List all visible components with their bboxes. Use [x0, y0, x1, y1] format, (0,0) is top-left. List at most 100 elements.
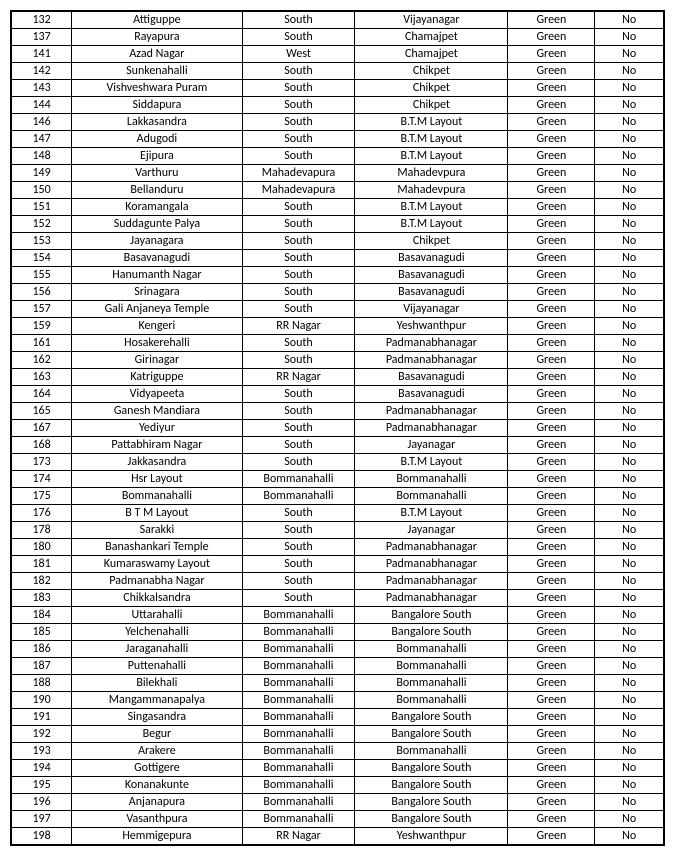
- cell: 165: [11, 403, 72, 420]
- table-row: 152Suddagunte PalyaSouthB.T.M LayoutGree…: [11, 216, 664, 233]
- cell: No: [595, 828, 664, 846]
- cell: No: [595, 114, 664, 131]
- cell: Green: [508, 437, 595, 454]
- cell: No: [595, 624, 664, 641]
- cell: Green: [508, 607, 595, 624]
- cell: Bommanahalli: [242, 760, 355, 777]
- cell: Begur: [72, 726, 242, 743]
- cell: No: [595, 692, 664, 709]
- cell: Green: [508, 267, 595, 284]
- table-row: 185YelchenahalliBommanahalliBangalore So…: [11, 624, 664, 641]
- cell: South: [242, 556, 355, 573]
- cell: 151: [11, 199, 72, 216]
- cell: South: [242, 590, 355, 607]
- cell: B.T.M Layout: [355, 199, 508, 216]
- cell: Green: [508, 131, 595, 148]
- cell: Green: [508, 29, 595, 46]
- cell: Green: [508, 97, 595, 114]
- cell: 186: [11, 641, 72, 658]
- cell: Basavanagudi: [355, 369, 508, 386]
- cell: Vijayanagar: [355, 11, 508, 29]
- table-row: 188BilekhaliBommanahalliBommanahalliGree…: [11, 675, 664, 692]
- cell: B.T.M Layout: [355, 114, 508, 131]
- cell: No: [595, 607, 664, 624]
- cell: No: [595, 11, 664, 29]
- table-row: 156SrinagaraSouthBasavanagudiGreenNo: [11, 284, 664, 301]
- cell: Green: [508, 641, 595, 658]
- cell: RR Nagar: [242, 318, 355, 335]
- table-row: 181Kumaraswamy LayoutSouthPadmanabhanaga…: [11, 556, 664, 573]
- cell: South: [242, 386, 355, 403]
- cell: Green: [508, 369, 595, 386]
- cell: Bommanahalli: [355, 488, 508, 505]
- table-body: 132AttiguppeSouthVijayanagarGreenNo137Ra…: [11, 11, 664, 845]
- cell: No: [595, 182, 664, 199]
- cell: Green: [508, 335, 595, 352]
- cell: 157: [11, 301, 72, 318]
- cell: RR Nagar: [242, 369, 355, 386]
- cell: 182: [11, 573, 72, 590]
- cell: Arakere: [72, 743, 242, 760]
- table-row: 195KonanakunteBommanahalliBangalore Sout…: [11, 777, 664, 794]
- cell: South: [242, 420, 355, 437]
- cell: Green: [508, 794, 595, 811]
- cell: Jayanagar: [355, 522, 508, 539]
- cell: 132: [11, 11, 72, 29]
- cell: Chikpet: [355, 97, 508, 114]
- cell: Girinagar: [72, 352, 242, 369]
- table-row: 182Padmanabha NagarSouthPadmanabhanagarG…: [11, 573, 664, 590]
- cell: 152: [11, 216, 72, 233]
- cell: South: [242, 131, 355, 148]
- cell: No: [595, 284, 664, 301]
- cell: Green: [508, 658, 595, 675]
- cell: Bommanahalli: [242, 692, 355, 709]
- table-row: 143Vishveshwara PuramSouthChikpetGreenNo: [11, 80, 664, 97]
- cell: No: [595, 556, 664, 573]
- cell: Bommanahalli: [242, 624, 355, 641]
- cell: 184: [11, 607, 72, 624]
- cell: 143: [11, 80, 72, 97]
- cell: South: [242, 454, 355, 471]
- cell: Hemmigepura: [72, 828, 242, 846]
- cell: Kengeri: [72, 318, 242, 335]
- cell: No: [595, 335, 664, 352]
- table-row: 168Pattabhiram NagarSouthJayanagarGreenN…: [11, 437, 664, 454]
- cell: 185: [11, 624, 72, 641]
- table-row: 184UttarahalliBommanahalliBangalore Sout…: [11, 607, 664, 624]
- cell: South: [242, 148, 355, 165]
- cell: Yelchenahalli: [72, 624, 242, 641]
- table-row: 159KengeriRR NagarYeshwanthpurGreenNo: [11, 318, 664, 335]
- cell: No: [595, 267, 664, 284]
- cell: 155: [11, 267, 72, 284]
- cell: 150: [11, 182, 72, 199]
- cell: 142: [11, 63, 72, 80]
- cell: Vasanthpura: [72, 811, 242, 828]
- cell: Green: [508, 80, 595, 97]
- cell: Bommanahalli: [242, 607, 355, 624]
- table-row: 157Gali Anjaneya TempleSouthVijayanagarG…: [11, 301, 664, 318]
- cell: Varthuru: [72, 165, 242, 182]
- cell: B T M Layout: [72, 505, 242, 522]
- cell: 144: [11, 97, 72, 114]
- table-row: 167YediyurSouthPadmanabhanagarGreenNo: [11, 420, 664, 437]
- cell: Basavanagudi: [72, 250, 242, 267]
- cell: 137: [11, 29, 72, 46]
- table-row: 196AnjanapuraBommanahalliBangalore South…: [11, 794, 664, 811]
- cell: Bommanahalli: [242, 811, 355, 828]
- cell: Ejipura: [72, 148, 242, 165]
- cell: South: [242, 63, 355, 80]
- cell: South: [242, 352, 355, 369]
- cell: No: [595, 505, 664, 522]
- cell: Mangammanapalya: [72, 692, 242, 709]
- cell: Green: [508, 505, 595, 522]
- cell: Bommanahalli: [242, 709, 355, 726]
- cell: 176: [11, 505, 72, 522]
- cell: No: [595, 318, 664, 335]
- cell: South: [242, 522, 355, 539]
- cell: Green: [508, 301, 595, 318]
- cell: 198: [11, 828, 72, 846]
- cell: Srinagara: [72, 284, 242, 301]
- table-row: 176B T M LayoutSouthB.T.M LayoutGreenNo: [11, 505, 664, 522]
- cell: No: [595, 573, 664, 590]
- cell: Mahadevapura: [242, 182, 355, 199]
